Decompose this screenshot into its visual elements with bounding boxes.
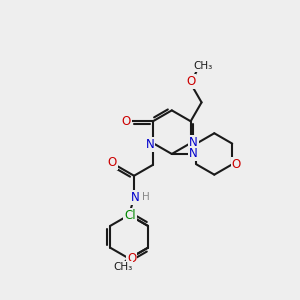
Text: H: H — [142, 192, 150, 202]
Text: O: O — [108, 156, 117, 170]
Text: CH₃: CH₃ — [113, 262, 132, 272]
Text: N: N — [146, 138, 154, 151]
Text: O: O — [122, 115, 131, 128]
Text: N: N — [189, 148, 198, 160]
Text: O: O — [127, 252, 136, 265]
Text: O: O — [232, 158, 241, 171]
Text: O: O — [186, 75, 195, 88]
Text: CH₃: CH₃ — [193, 61, 212, 71]
Text: N: N — [189, 136, 198, 148]
Text: Cl: Cl — [124, 209, 136, 222]
Text: N: N — [131, 191, 140, 204]
